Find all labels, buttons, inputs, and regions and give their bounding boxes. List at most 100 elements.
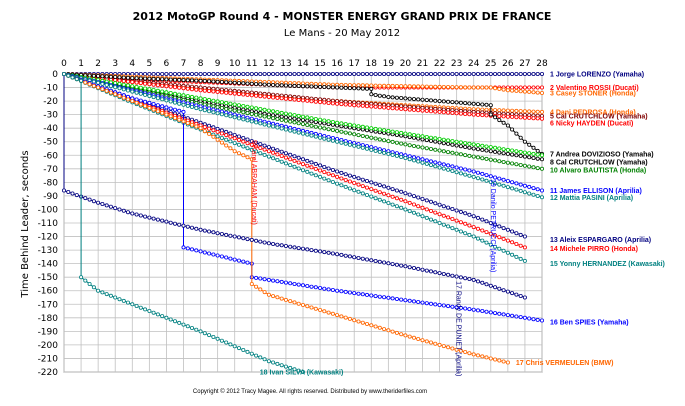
data-point bbox=[266, 95, 271, 100]
data-point bbox=[228, 131, 233, 136]
data-point bbox=[373, 258, 378, 263]
data-point bbox=[305, 123, 310, 128]
data-point bbox=[288, 112, 293, 117]
data-point bbox=[292, 113, 297, 118]
data-point bbox=[296, 72, 301, 77]
data-point bbox=[138, 305, 143, 310]
data-point bbox=[309, 84, 314, 89]
data-point bbox=[471, 174, 476, 179]
data-point bbox=[505, 123, 510, 128]
data-point bbox=[177, 72, 182, 77]
data-point bbox=[130, 89, 135, 94]
data-point bbox=[446, 72, 451, 77]
data-point bbox=[318, 72, 323, 77]
data-point bbox=[309, 248, 314, 253]
data-point bbox=[437, 202, 442, 207]
data-point bbox=[505, 178, 510, 183]
data-point bbox=[386, 128, 391, 133]
data-point bbox=[104, 203, 109, 208]
y-axis-ticks: 0 -10 -20 -30 -40 -50 -60 -70 -80 -90 -100 -110 -120… bbox=[38, 70, 59, 378]
data-point bbox=[254, 144, 259, 149]
data-point bbox=[262, 143, 267, 148]
data-point bbox=[130, 80, 135, 85]
data-point bbox=[420, 145, 425, 150]
data-point bbox=[254, 82, 259, 87]
data-point bbox=[480, 72, 485, 77]
data-point bbox=[326, 127, 331, 132]
data-point bbox=[168, 77, 173, 82]
data-point bbox=[292, 367, 297, 372]
data-point bbox=[424, 161, 429, 166]
data-point bbox=[446, 141, 451, 146]
data-point bbox=[497, 150, 502, 155]
data-point bbox=[488, 310, 493, 315]
data-point bbox=[151, 76, 156, 81]
data-point bbox=[399, 130, 404, 135]
data-point bbox=[339, 289, 344, 294]
data-point bbox=[318, 84, 323, 89]
data-point bbox=[262, 290, 267, 295]
data-point bbox=[330, 287, 335, 292]
data-point bbox=[194, 124, 199, 129]
data-point bbox=[480, 113, 485, 118]
data-point bbox=[510, 229, 515, 234]
data-point bbox=[540, 72, 545, 77]
data-point bbox=[531, 151, 536, 156]
data-point bbox=[360, 292, 365, 297]
data-point bbox=[343, 122, 348, 127]
data-point bbox=[480, 354, 485, 359]
data-point bbox=[143, 99, 148, 104]
data-point bbox=[143, 81, 148, 86]
data-point bbox=[428, 138, 433, 143]
x-tick-label: 14 bbox=[297, 59, 309, 69]
data-point bbox=[377, 325, 382, 330]
data-point bbox=[518, 232, 523, 237]
data-point bbox=[343, 102, 348, 107]
data-point bbox=[522, 315, 527, 320]
data-point bbox=[296, 301, 301, 306]
data-point bbox=[441, 344, 446, 349]
data-point bbox=[407, 132, 412, 137]
data-point bbox=[121, 75, 126, 80]
data-point bbox=[424, 72, 429, 77]
data-point bbox=[241, 144, 246, 149]
data-point bbox=[236, 81, 241, 86]
data-point bbox=[228, 101, 233, 106]
data-point bbox=[313, 306, 318, 311]
data-point bbox=[403, 96, 408, 101]
data-point bbox=[522, 109, 527, 114]
data-point bbox=[211, 252, 216, 257]
data-point bbox=[510, 252, 515, 257]
data-point bbox=[326, 171, 331, 176]
data-point bbox=[241, 110, 246, 115]
data-point bbox=[228, 107, 233, 112]
data-point bbox=[313, 166, 318, 171]
data-point bbox=[202, 129, 207, 134]
data-point bbox=[463, 221, 468, 226]
data-point bbox=[364, 192, 369, 197]
data-point bbox=[386, 139, 391, 144]
data-point bbox=[501, 183, 506, 188]
data-point bbox=[446, 99, 451, 104]
data-point bbox=[399, 189, 404, 194]
data-point bbox=[488, 149, 493, 154]
data-point bbox=[446, 272, 451, 277]
data-point bbox=[172, 85, 177, 90]
data-point bbox=[138, 81, 143, 86]
data-point bbox=[454, 85, 459, 90]
data-point bbox=[91, 73, 96, 78]
data-point bbox=[484, 355, 489, 360]
data-point bbox=[373, 188, 378, 193]
data-point bbox=[527, 155, 532, 160]
data-point bbox=[522, 295, 527, 300]
data-point bbox=[130, 302, 135, 307]
x-tick-label: 9 bbox=[215, 59, 221, 69]
data-point bbox=[441, 166, 446, 171]
data-point bbox=[467, 85, 472, 90]
data-point bbox=[296, 113, 301, 118]
data-point bbox=[262, 107, 267, 112]
data-point bbox=[484, 72, 489, 77]
data-point bbox=[475, 226, 480, 231]
data-point bbox=[292, 164, 297, 169]
data-point bbox=[493, 233, 498, 238]
